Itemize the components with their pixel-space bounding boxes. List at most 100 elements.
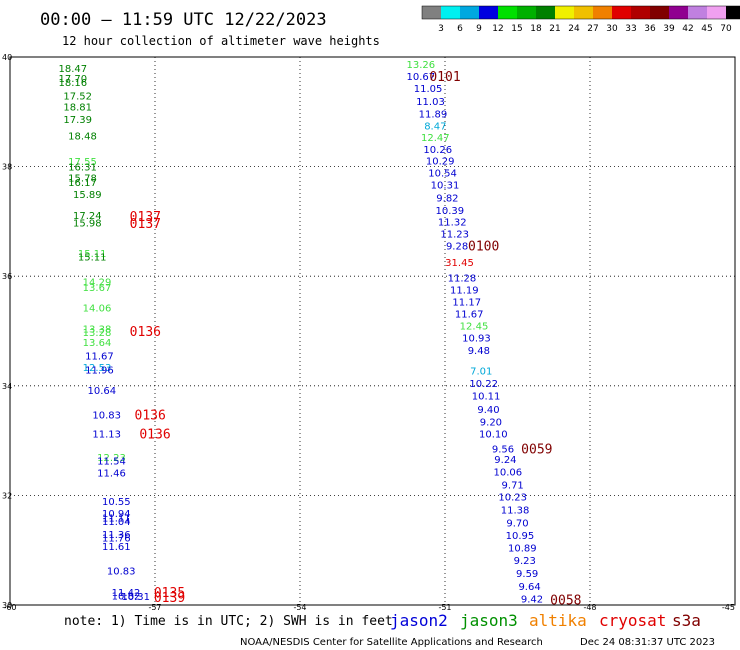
wave-height-value: 13.38 (83, 324, 112, 335)
y-tick-label: 38 (2, 163, 12, 172)
wave-height-value: 10.94 (102, 509, 131, 520)
wave-height-value: 11.19 (450, 285, 479, 296)
wave-height-value: 10.83 (92, 410, 121, 421)
wave-height-value: 17.55 (68, 157, 97, 168)
scale-swatch (612, 6, 631, 19)
y-tick-label: 34 (2, 382, 12, 391)
scale-label: 6 (457, 24, 463, 34)
pass-number: 0136 (130, 325, 161, 340)
scale-label: 18 (530, 24, 542, 34)
wave-height-value: 12.23 (97, 453, 126, 464)
scale-label: 39 (663, 24, 675, 34)
pass-number: 0059 (521, 442, 552, 457)
wave-height-value: 10.67 (407, 72, 436, 83)
wave-height-value: 13.26 (407, 60, 436, 71)
scale-swatch (688, 6, 707, 19)
wave-height-value: 11.61 (102, 542, 131, 553)
scale-label: 9 (476, 24, 482, 34)
scale-label: 3 (438, 24, 444, 34)
wave-height-value: 9.56 (492, 444, 514, 455)
wave-height-value: 8.47 (424, 122, 446, 133)
page-subtitle: 12 hour collection of altimeter wave hei… (62, 34, 380, 48)
wave-height-value: 10.06 (494, 467, 523, 478)
wave-height-value: 9.28 (446, 242, 468, 253)
mission-jason3: jason3 (460, 611, 518, 630)
wave-height-value: 31.45 (445, 258, 474, 269)
scale-swatch (441, 6, 460, 19)
wave-height-value: 10.26 (423, 145, 452, 156)
wave-height-value: 11.46 (97, 468, 126, 479)
scale-swatch (460, 6, 479, 19)
x-tick-label: -54 (293, 603, 306, 612)
wave-height-value: 17.52 (63, 91, 92, 102)
page-title: 00:00 – 11:59 UTC 12/22/2023 (40, 10, 327, 30)
wave-height-value: 15.11 (78, 252, 107, 263)
wave-height-value: 11.76 (102, 534, 131, 545)
wave-height-value: 15.11 (78, 249, 107, 260)
wave-height-value: 15.98 (73, 218, 102, 229)
wave-height-value: 9.23 (514, 556, 536, 567)
wave-height-value: 11.28 (448, 273, 477, 284)
scale-label: 27 (587, 24, 598, 34)
scale-label: 42 (682, 24, 693, 34)
plot-frame (9, 56, 736, 606)
pass-number: 0101 (429, 70, 460, 85)
scale-swatch (517, 6, 536, 19)
scale-label: 33 (625, 24, 636, 34)
wave-height-value: 16.31 (68, 163, 97, 174)
scale-swatch (536, 6, 555, 19)
wave-height-value: 9.42 (521, 594, 543, 605)
mission-legend: jason2 jason3 altika cryosat s3a (390, 611, 701, 630)
wave-height-value: 18.81 (63, 102, 92, 113)
wave-height-value: 7.01 (470, 366, 492, 377)
wave-height-value: 10.31 (121, 592, 150, 603)
footer-credit: NOAA/NESDIS Center for Satellite Applica… (240, 637, 543, 648)
mission-s3a: s3a (672, 611, 701, 630)
wave-height-value: 10.64 (88, 386, 117, 397)
scale-label: 15 (511, 24, 522, 34)
scale-swatch (422, 6, 441, 19)
scale-swatch (498, 6, 517, 19)
wave-height-value: 9.48 (468, 346, 490, 357)
x-tick-label: -60 (3, 603, 16, 612)
wave-height-value: 11.13 (92, 429, 121, 440)
wave-height-value: 11.67 (85, 352, 114, 363)
grid-lines (10, 57, 735, 605)
wave-height-value: 11.38 (501, 506, 530, 517)
wave-height-value: 14.06 (83, 303, 112, 314)
wave-height-value: 10.82 (112, 592, 141, 603)
wave-height-value: 18.48 (68, 131, 97, 142)
pass-number: 0100 (468, 240, 499, 255)
wave-height-value: 10.83 (107, 566, 136, 577)
y-tick-label: 36 (2, 272, 12, 281)
wave-height-value: 10.31 (431, 181, 460, 192)
wave-height-value: 11.36 (102, 530, 131, 541)
x-tick-label: -51 (438, 603, 451, 612)
pass-number: 0137 (130, 217, 161, 232)
wave-height-value: 11.17 (452, 297, 481, 308)
wave-height-value: 9.59 (516, 569, 538, 580)
plot-area: -60 -57 -54 -51 -48 -45 30 32 34 36 38 40 18.4717.7… (2, 53, 736, 612)
wave-height-value: 11.32 (438, 217, 467, 228)
wave-height-value: 15.78 (68, 174, 97, 185)
wave-height-value: 10.10 (479, 429, 508, 440)
scale-swatch (726, 6, 740, 19)
wave-height-value: 16.17 (68, 178, 97, 189)
scale-swatch (479, 6, 498, 19)
scale-swatch (631, 6, 650, 19)
wave-height-value: 10.22 (469, 379, 498, 390)
footer-note: note: 1) Time is in UTC; 2) SWH is in fe… (64, 614, 393, 629)
scale-swatch (555, 6, 574, 19)
wave-height-value: 11.42 (112, 588, 141, 599)
wave-height-value: 9.70 (506, 518, 528, 529)
scale-swatch (650, 6, 669, 19)
wave-height-value: 10.95 (506, 531, 535, 542)
wave-height-value: 17.24 (73, 211, 102, 222)
wave-height-value: 10.29 (426, 157, 455, 168)
wave-height-value: 14.29 (83, 278, 112, 289)
wave-height-value: 11.96 (85, 365, 114, 376)
wave-height-value: 10.39 (436, 206, 465, 217)
